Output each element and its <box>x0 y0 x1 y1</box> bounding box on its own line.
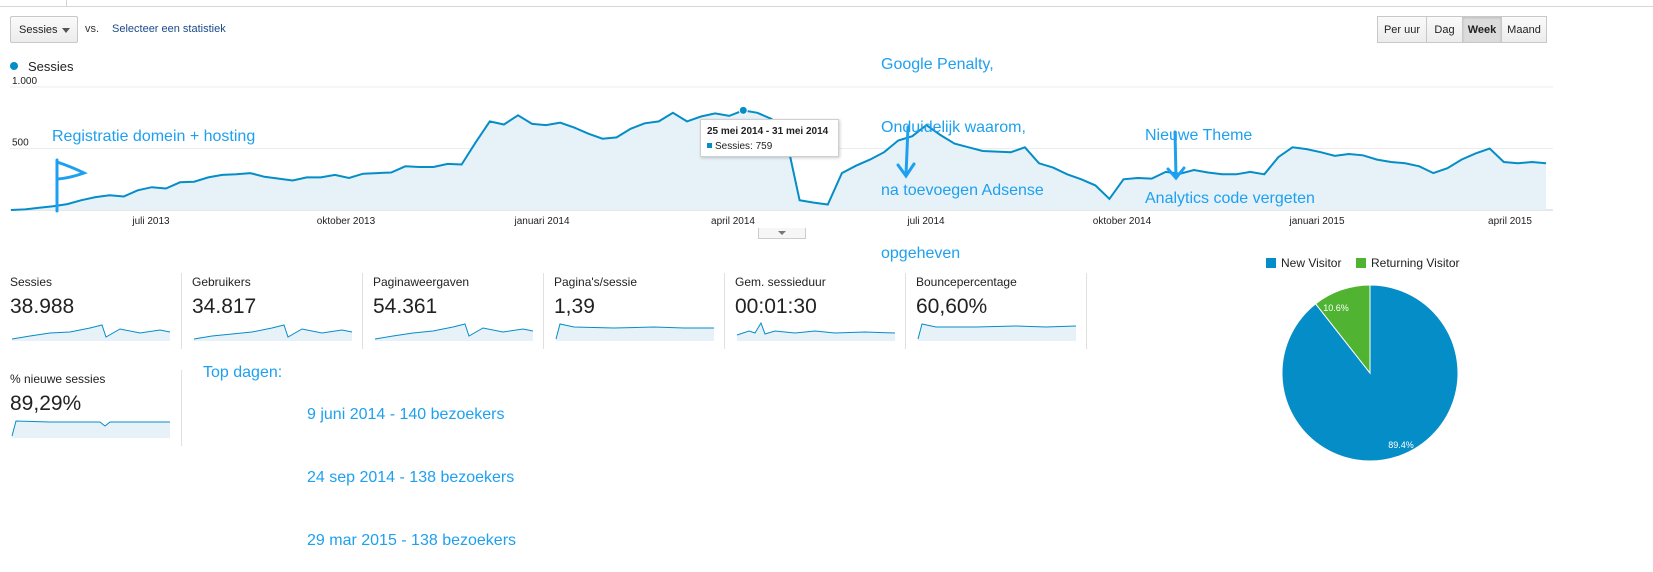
metric-value: 34.817 <box>192 295 257 318</box>
annotation-theme: Nieuwe Theme Analytics code vergeten <box>1145 83 1315 230</box>
legend-swatch <box>1266 258 1276 268</box>
granularity-hour-button[interactable]: Per uur <box>1377 16 1427 43</box>
annotation-line: Analytics code vergeten <box>1145 190 1315 207</box>
y-tick-label: 500 <box>12 138 29 149</box>
legend-swatch <box>1356 258 1366 268</box>
metric-sparkline <box>193 324 353 341</box>
metric-card-pages-per-session[interactable]: Pagina's/sessie 1,39 <box>554 275 724 351</box>
pie-legend-returning[interactable]: Returning Visitor <box>1356 256 1460 270</box>
visitor-type-pie-chart: 89.4% 10.6% <box>1281 284 1459 462</box>
metric-value: 89,29% <box>10 392 82 415</box>
metric-sparkline <box>374 323 534 341</box>
flag-icon <box>55 158 88 213</box>
x-tick-label: oktober 2013 <box>317 216 376 227</box>
metric-name: Gem. sessieduur <box>735 275 826 289</box>
metric-sparkline <box>555 323 714 341</box>
arrow-down-icon <box>1166 130 1186 181</box>
metric-name: Bouncepercentage <box>916 275 1017 289</box>
chevron-down-icon <box>62 28 70 33</box>
x-tick-label: juli 2013 <box>131 216 170 227</box>
metric-value: 54.361 <box>373 295 438 318</box>
x-tick-label: juli 2014 <box>906 216 945 227</box>
active-tab[interactable] <box>0 0 67 6</box>
pie-data-label: 10.6% <box>1323 303 1349 313</box>
pie-legend-new[interactable]: New Visitor <box>1266 256 1341 270</box>
granularity-day-button[interactable]: Dag <box>1426 16 1463 43</box>
metric-name: Pagina's/sessie <box>554 275 638 289</box>
tooltip-date: 25 mei 2014 - 31 mei 2014 <box>707 126 829 137</box>
series-legend-dot <box>10 62 18 70</box>
tab-bar-edge <box>0 0 1653 7</box>
annotation-line: Nieuwe Theme <box>1145 127 1253 144</box>
tooltip-value: Sessies: 759 <box>715 141 773 152</box>
metric-divider <box>1086 273 1087 349</box>
metric-divider <box>181 273 182 349</box>
metric-divider <box>543 273 544 349</box>
y-tick-label: 1.000 <box>12 76 37 87</box>
metric-select[interactable]: Sessies <box>10 16 78 43</box>
top-day-item: 29 mar 2015 - 138 bezoekers <box>307 532 517 549</box>
series-area <box>11 110 1546 210</box>
metric-value: 00:01:30 <box>735 295 817 318</box>
x-tick-label: oktober 2014 <box>1093 216 1152 227</box>
metric-card-new-sessions[interactable]: % nieuwe sessies 89,29% <box>10 372 180 448</box>
metric-card-bounce-rate[interactable]: Bouncepercentage 60,60% <box>916 275 1086 351</box>
metric-sparkline <box>917 323 1077 341</box>
top-day-item: 9 juni 2014 - 140 bezoekers <box>307 406 505 423</box>
granularity-buttons: Per uur Dag Week Maand <box>1377 16 1547 43</box>
annotation-line: na toevoegen Adsense <box>881 182 1044 199</box>
metric-name: Sessies <box>10 275 53 289</box>
metric-value: 38.988 <box>10 295 75 318</box>
metric-value: 60,60% <box>916 295 988 318</box>
highlight-point <box>738 105 748 115</box>
metric-card-pageviews[interactable]: Paginaweergaven 54.361 <box>373 275 543 351</box>
x-tick-label: april 2015 <box>1488 216 1532 227</box>
annotation-line: opgeheven <box>881 245 961 262</box>
granularity-month-button[interactable]: Maand <box>1501 16 1547 43</box>
metric-divider <box>362 273 363 349</box>
metric-sparkline <box>11 324 171 341</box>
metric-divider <box>724 273 725 349</box>
metric-divider <box>905 273 906 349</box>
pie-slice-returning-visitor <box>1314 284 1371 375</box>
series-legend-label[interactable]: Sessies <box>28 59 74 74</box>
top-day-item: 24 sep 2014 - 138 bezoekers <box>307 469 515 486</box>
metric-select-label: Sessies <box>19 24 58 36</box>
vs-label: vs. <box>85 23 100 35</box>
legend-label: New Visitor <box>1281 256 1342 270</box>
metric-card-avg-session-duration[interactable]: Gem. sessieduur 00:01:30 <box>735 275 905 351</box>
annotation-line: Onduidelijk waarom, <box>881 119 1026 136</box>
top-days-list: 9 juni 2014 - 140 bezoekers 24 sep 2014 … <box>307 362 516 572</box>
metric-name: Gebruikers <box>192 275 251 289</box>
metric-divider <box>181 370 182 446</box>
x-tick-label: april 2014 <box>711 216 755 227</box>
arrow-down-icon <box>896 125 916 179</box>
metric-name: % nieuwe sessies <box>10 372 106 386</box>
granularity-week-button[interactable]: Week <box>1462 16 1502 43</box>
annotation-penalty: Google Penalty, Onduidelijk waarom, na t… <box>881 12 1044 285</box>
x-tick-label: januari 2014 <box>513 216 569 227</box>
metric-value: 1,39 <box>554 295 595 318</box>
annotation-line: Google Penalty, <box>881 56 994 73</box>
pie-data-label: 89.4% <box>1388 440 1414 450</box>
annotation-registration: Registratie domein + hosting <box>52 128 256 145</box>
metric-card-users[interactable]: Gebruikers 34.817 <box>192 275 362 351</box>
chart-tooltip: 25 mei 2014 - 31 mei 2014 Sessies: 759 <box>700 119 839 157</box>
compare-metric-link[interactable]: Selecteer een statistiek <box>112 23 226 35</box>
tooltip-swatch <box>707 143 712 148</box>
metric-sparkline <box>736 321 896 341</box>
x-tick-label: januari 2015 <box>1288 216 1344 227</box>
metric-sparkline <box>11 420 170 438</box>
collapse-chart-toggle[interactable] <box>758 228 806 239</box>
legend-label: Returning Visitor <box>1371 256 1460 270</box>
metric-card-sessions[interactable]: Sessies 38.988 <box>10 275 180 351</box>
top-days-heading: Top dagen: <box>203 364 283 381</box>
metric-name: Paginaweergaven <box>373 275 470 289</box>
